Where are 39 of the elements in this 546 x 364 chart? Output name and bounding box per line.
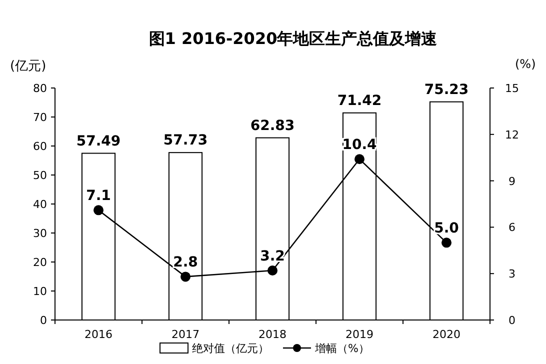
chart-title: 图1 2016-2020年地区生产总值及增速 [148, 29, 438, 48]
point [442, 238, 452, 248]
data-label: 3.2 [260, 248, 285, 265]
y-tick-label: 10 [33, 285, 47, 298]
x-tick-label: 2018 [258, 328, 286, 341]
y2-tick-label: 9 [508, 174, 516, 188]
y-tick-label: 60 [33, 140, 47, 153]
legend-label: 绝对值（亿元） [192, 342, 269, 355]
y2-tick-label: 6 [508, 221, 516, 234]
legend-label: 增幅（%） [314, 342, 370, 355]
y2-tick-label: 0 [508, 314, 516, 327]
point [180, 272, 190, 282]
x-tick-label: 2017 [172, 328, 200, 341]
y2-tick-label: 3 [508, 268, 516, 281]
data-label: 71.42 [337, 92, 382, 109]
y2-axis-title: (%) [515, 57, 536, 71]
data-label: 2.8 [173, 254, 198, 271]
y-tick-label: 80 [33, 82, 47, 95]
data-label: 62.83 [250, 118, 295, 134]
y-tick-label: 40 [33, 198, 47, 211]
data-label: 57.49 [76, 133, 121, 150]
point [354, 154, 364, 164]
x-tick-label: 2020 [432, 328, 460, 341]
y-tick-label: 20 [33, 256, 47, 269]
y-axis-title: (亿元) [10, 59, 46, 74]
y-tick-label: 0 [40, 314, 47, 327]
data-label: 7.1 [86, 188, 111, 204]
data-label: 5.0 [434, 220, 460, 237]
data-label: 75.23 [424, 82, 469, 98]
y-tick-label: 70 [33, 111, 47, 124]
point [94, 205, 104, 216]
point [268, 266, 278, 276]
data-label: 57.73 [163, 132, 208, 149]
y-tick-label: 50 [33, 169, 47, 182]
y-tick-label: 30 [33, 227, 47, 240]
x-tick-label: 2019 [346, 328, 374, 341]
x-tick-label: 2016 [84, 328, 112, 341]
y2-tick-label: 15 [505, 82, 519, 95]
y2-tick-label: 12 [505, 128, 519, 142]
